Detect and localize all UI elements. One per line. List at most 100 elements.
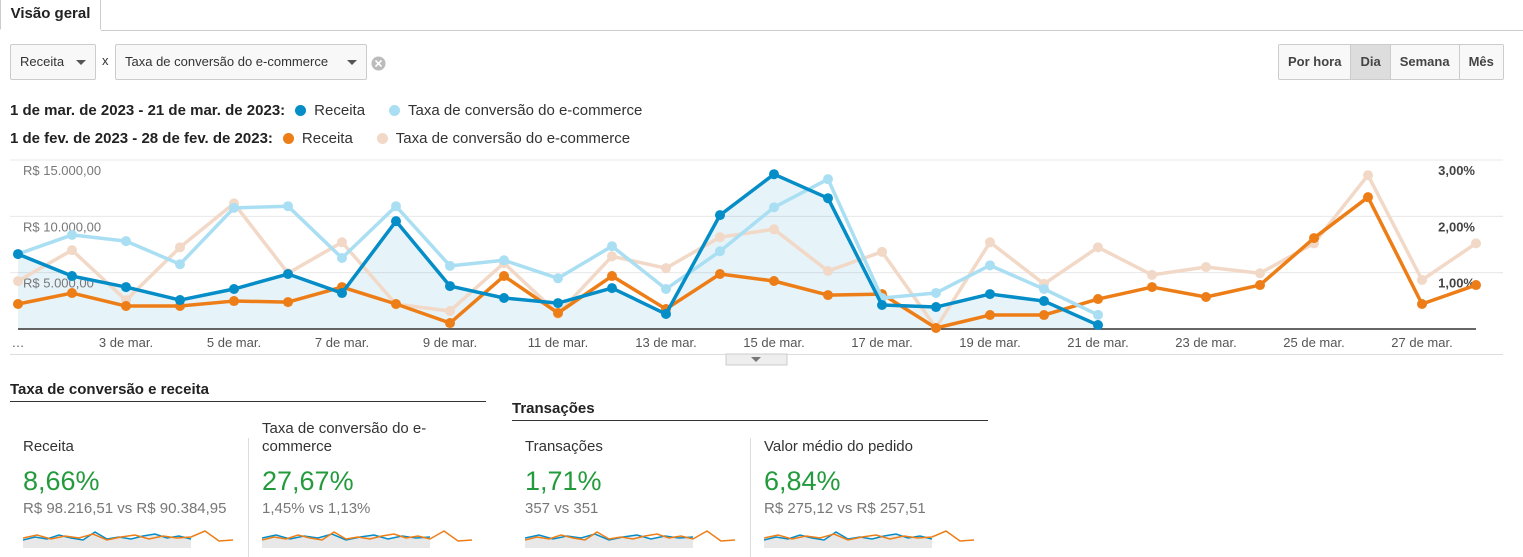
- legend-label[interactable]: Taxa de conversão do e-commerce: [408, 102, 643, 119]
- clear-icon[interactable]: [371, 56, 386, 71]
- data-point: [1147, 269, 1157, 280]
- granularity-buttons: Por hora Dia Semana Mês: [1278, 44, 1504, 80]
- data-point: [1039, 296, 1049, 307]
- scorecard-change: 6,84%: [764, 466, 841, 496]
- data-point: [175, 295, 185, 306]
- tab[interactable]: Visão geral: [0, 0, 101, 30]
- data-point: [283, 201, 293, 212]
- scorecard-comparison: 1,45% vs 1,13%: [262, 500, 371, 517]
- scorecard-label: Receita: [23, 438, 74, 455]
- data-point: [715, 232, 725, 243]
- x-tick-label: 23 de mar.: [1175, 335, 1236, 350]
- data-point: [1363, 192, 1373, 203]
- granularity-button[interactable]: Por hora: [1279, 45, 1351, 79]
- sparkline: [262, 530, 472, 548]
- sparkline: [764, 530, 974, 548]
- dropdown-arrow: [347, 60, 357, 65]
- data-point: [67, 271, 77, 282]
- scorecard-comparison: R$ 275,12 vs R$ 257,51: [764, 500, 926, 517]
- legend-label[interactable]: Receita: [314, 102, 366, 119]
- data-point: [1093, 242, 1103, 253]
- data-point: [229, 296, 239, 307]
- granularity-button[interactable]: Semana: [1389, 45, 1459, 79]
- data-point: [1093, 309, 1103, 320]
- data-point: [121, 236, 131, 247]
- scorecard[interactable]: Taxa de conversão do e-commerce 27,67% 1,4…: [248, 420, 486, 557]
- scorecard[interactable]: Valor médio do pedido 6,84% R$ 275,12 vs R…: [750, 438, 988, 557]
- data-point: [13, 298, 23, 309]
- granularity-button[interactable]: Mês: [1458, 45, 1503, 79]
- data-point: [1255, 268, 1265, 279]
- x-tick-label: 17 de mar.: [851, 335, 912, 350]
- section-underline: [512, 420, 988, 421]
- scorecard-change: 1,71%: [525, 466, 602, 496]
- data-point: [769, 169, 779, 180]
- data-point: [67, 288, 77, 299]
- legend-label[interactable]: Receita: [301, 130, 353, 147]
- data-point: [445, 305, 455, 316]
- sparkline: [525, 530, 735, 548]
- legend-dot: [282, 133, 294, 144]
- data-point: [661, 309, 671, 320]
- x-tick-label: 7 de mar.: [315, 335, 369, 350]
- metric-dropdown[interactable]: Taxa de conversão do e-commerce: [115, 44, 367, 80]
- x-tick-label: 27 de mar.: [1391, 335, 1452, 350]
- legend-row: 1 de mar. de 2023 - 21 de mar. de 2023: …: [10, 102, 666, 119]
- data-point: [1471, 280, 1481, 291]
- legend-label[interactable]: Taxa de conversão do e-commerce: [395, 130, 631, 147]
- data-point: [1363, 170, 1373, 181]
- data-point: [445, 318, 455, 329]
- data-point: [175, 242, 185, 253]
- scorecard-label: Valor médio do pedido: [764, 438, 913, 455]
- data-point: [283, 297, 293, 308]
- data-point: [607, 271, 617, 282]
- clear-cross: [374, 59, 383, 68]
- data-point: [1093, 294, 1103, 305]
- data-point: [67, 229, 77, 240]
- data-point: [769, 276, 779, 287]
- sparkline-previous: [262, 530, 472, 542]
- data-point: [823, 265, 833, 276]
- scorecard-comparison: R$ 98.216,51 vs R$ 90.384,95: [23, 500, 227, 517]
- data-point: [985, 289, 995, 300]
- data-point: [499, 293, 509, 304]
- data-point: [121, 282, 131, 293]
- collapse-arrow: [751, 357, 761, 362]
- data-point: [931, 322, 941, 333]
- data-point: [715, 269, 725, 280]
- data-point: [985, 237, 995, 248]
- dropdown-label: Taxa de conversão do e-commerce: [125, 54, 329, 69]
- dropdown-label: Receita: [20, 54, 65, 69]
- scorecard-change: 8,66%: [23, 466, 100, 496]
- section-underline: [10, 401, 486, 402]
- data-point: [175, 259, 185, 270]
- data-point: [391, 298, 401, 309]
- section-title: Transações: [512, 400, 595, 417]
- tab-line: [101, 30, 1523, 31]
- granularity-button[interactable]: Dia: [1350, 45, 1390, 79]
- scorecard[interactable]: Transações 1,71% 357 vs 351: [512, 438, 750, 557]
- legend-period: 1 de mar. de 2023 - 21 de mar. de 2023:: [10, 102, 286, 119]
- data-point: [13, 276, 23, 287]
- data-point: [661, 263, 671, 274]
- scorecard[interactable]: Receita 8,66% R$ 98.216,51 vs R$ 90.384,95: [10, 438, 248, 557]
- scorecard-change: 27,67%: [262, 466, 354, 496]
- data-point: [445, 281, 455, 292]
- data-point: [445, 260, 455, 271]
- x-tick-label: 9 de mar.: [423, 335, 477, 350]
- x-tick-label: 21 de mar.: [1067, 335, 1128, 350]
- legend-dot: [295, 105, 307, 116]
- metric-dropdown[interactable]: Receita: [10, 44, 96, 80]
- data-point: [1147, 282, 1157, 293]
- data-point: [553, 298, 563, 309]
- data-point: [229, 202, 239, 213]
- data-point: [769, 224, 779, 235]
- data-point: [823, 174, 833, 185]
- data-point: [67, 245, 77, 256]
- series-line: [17, 195, 1477, 330]
- sparkline-previous: [525, 530, 735, 542]
- data-point: [661, 284, 671, 295]
- data-point: [769, 202, 779, 213]
- sparkline-previous: [764, 530, 974, 542]
- data-point: [1417, 274, 1427, 285]
